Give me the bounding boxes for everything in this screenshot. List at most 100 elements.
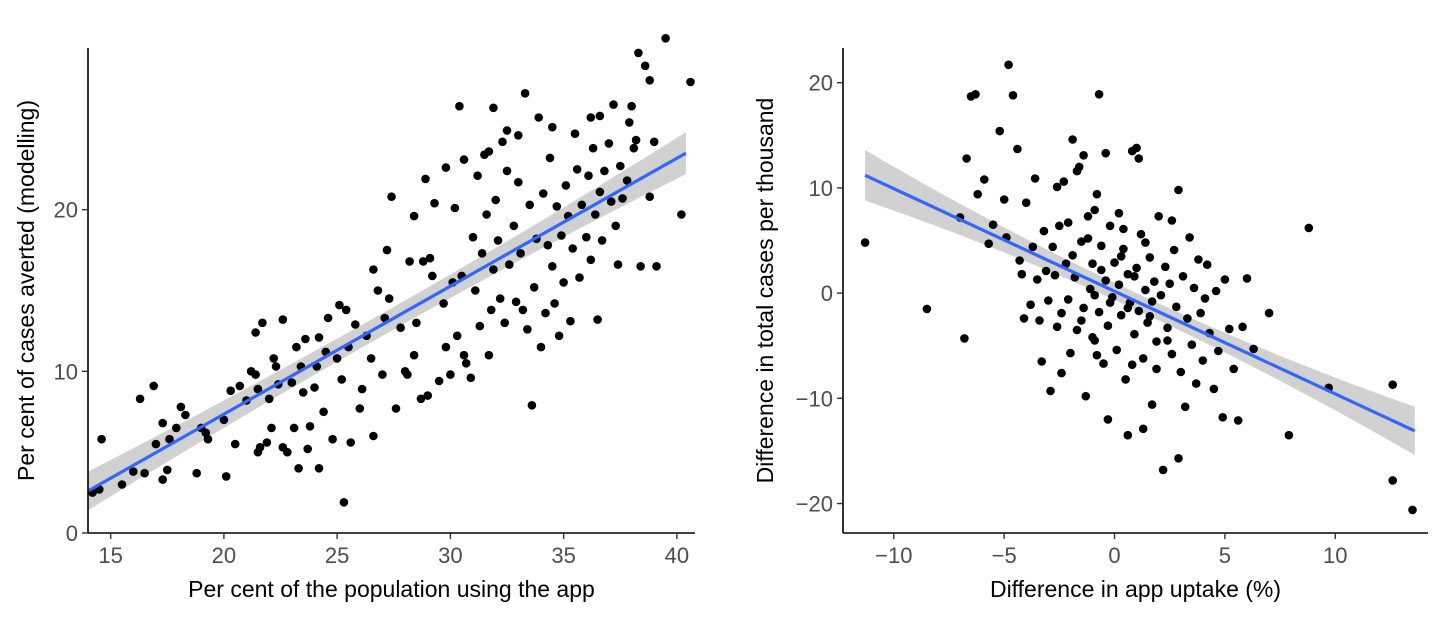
regression-line <box>864 173 1416 433</box>
x-axis-title: Difference in app uptake (%) <box>990 576 1281 602</box>
data-point <box>1284 430 1294 440</box>
data-point <box>1083 212 1093 221</box>
data-point <box>984 239 993 248</box>
data-point <box>346 438 356 447</box>
x-tick-label: 0 <box>1108 543 1120 568</box>
data-point <box>468 232 478 242</box>
data-point <box>1021 198 1031 207</box>
y-axis-title: Per cent of cases averted (modelling) <box>13 100 39 481</box>
data-point <box>988 220 998 229</box>
data-point <box>622 176 632 185</box>
data-point <box>1094 90 1104 99</box>
data-point <box>1033 275 1042 284</box>
data-point <box>355 404 365 413</box>
data-point <box>378 370 387 379</box>
data-point <box>1158 465 1168 475</box>
data-point <box>1103 415 1113 424</box>
data-point <box>1238 322 1247 332</box>
data-point <box>253 384 263 394</box>
data-point <box>369 431 378 441</box>
data-point <box>627 101 636 111</box>
data-point <box>1114 280 1124 290</box>
data-point <box>351 320 360 329</box>
data-point <box>618 194 627 203</box>
x-axis-title: Per cent of the population using the app <box>188 576 595 602</box>
data-point <box>1174 454 1183 463</box>
data-point <box>575 273 584 282</box>
data-point <box>491 195 501 205</box>
data-point <box>305 422 315 431</box>
data-point <box>586 113 596 122</box>
data-point <box>181 410 190 420</box>
data-point <box>1059 177 1069 186</box>
data-point <box>1167 216 1177 225</box>
data-point <box>1035 316 1044 325</box>
data-point <box>1052 322 1062 332</box>
data-point <box>539 189 548 198</box>
data-point <box>1072 325 1082 335</box>
data-point <box>1052 182 1062 192</box>
data-point <box>1017 269 1027 279</box>
data-point <box>1063 218 1073 227</box>
data-point <box>1088 259 1097 269</box>
data-point <box>1145 312 1155 321</box>
data-point <box>511 297 521 307</box>
data-point <box>1218 413 1227 422</box>
data-point <box>559 278 568 287</box>
data-point <box>588 143 598 153</box>
data-point <box>1202 260 1212 270</box>
data-point <box>1132 143 1141 153</box>
panel-left: 15 20 25 30 35 40 0 10 20 Per cent of the populat… <box>13 34 695 602</box>
data-point <box>149 381 158 391</box>
data-point <box>570 129 580 138</box>
x-tick-label: 35 <box>551 543 575 568</box>
data-point <box>613 260 623 269</box>
data-point <box>251 328 260 337</box>
data-point <box>1037 357 1046 366</box>
data-point <box>446 370 455 379</box>
data-point <box>425 253 435 263</box>
data-point <box>1242 274 1252 283</box>
data-point <box>527 401 537 410</box>
data-point <box>505 260 514 269</box>
data-point <box>341 305 351 315</box>
data-point <box>1264 308 1274 318</box>
data-point <box>452 331 462 341</box>
data-point <box>495 294 505 303</box>
data-point <box>597 236 607 245</box>
data-point <box>455 101 464 111</box>
data-point <box>1123 430 1133 440</box>
data-point <box>577 200 587 210</box>
data-point <box>541 308 550 318</box>
data-point <box>117 480 127 489</box>
data-point <box>1092 350 1102 360</box>
data-point <box>303 444 313 454</box>
data-point <box>677 210 686 219</box>
data-point <box>1178 272 1188 281</box>
x-tick-label: 40 <box>665 543 689 568</box>
data-point <box>172 423 181 433</box>
data-point <box>1163 336 1172 345</box>
data-point <box>1134 154 1144 163</box>
data-point <box>255 443 265 452</box>
data-point <box>611 221 620 231</box>
data-point <box>1079 151 1088 160</box>
y-tick-label: −10 <box>796 386 833 411</box>
data-point <box>1077 237 1086 246</box>
data-point <box>1063 295 1073 304</box>
data-point <box>1189 283 1199 293</box>
x-tick-label: 25 <box>325 543 349 568</box>
data-point <box>616 161 625 171</box>
data-point <box>1183 314 1192 323</box>
data-point <box>1055 221 1064 231</box>
data-point <box>434 376 444 386</box>
data-point <box>219 415 229 425</box>
data-point <box>1044 296 1053 305</box>
data-point <box>625 118 634 127</box>
data-point <box>1150 277 1159 286</box>
data-point <box>380 313 390 323</box>
data-point <box>369 265 378 274</box>
data-point <box>595 111 605 121</box>
x-tick-label: 5 <box>1219 543 1231 568</box>
data-point <box>1105 221 1115 231</box>
